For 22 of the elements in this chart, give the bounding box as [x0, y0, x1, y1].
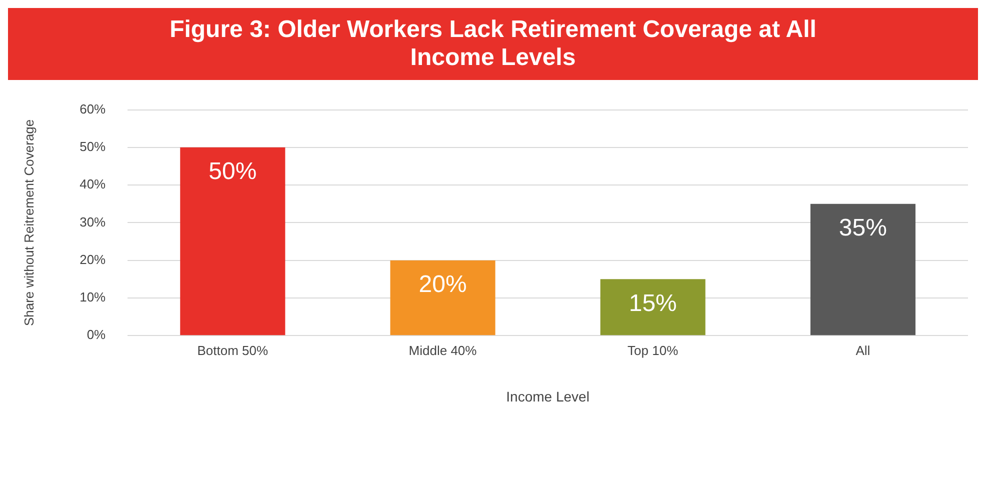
y-axis-title: Share without Reitrement Coverage: [21, 119, 36, 326]
data-label: 20%: [418, 270, 467, 298]
bar: [180, 147, 286, 336]
bar: [390, 260, 496, 336]
bar: [810, 204, 916, 336]
x-tick-label: All: [856, 342, 870, 358]
y-tick-label: 0%: [86, 327, 106, 342]
data-label: 50%: [208, 158, 257, 186]
y-tick-label: 60%: [80, 101, 106, 116]
y-tick-label: 40%: [80, 176, 106, 192]
y-tick-label: 30%: [80, 214, 106, 230]
x-tick-label: Middle 40%: [408, 342, 478, 358]
y-tick-label: 20%: [80, 252, 106, 267]
y-tick-label: 10%: [80, 290, 106, 305]
x-tick-label: Top 10%: [628, 342, 679, 358]
bar: [600, 279, 706, 336]
data-label: 15%: [628, 290, 677, 317]
x-tick-label: Bottom 50%: [197, 342, 269, 358]
x-axis-title: Income Level: [506, 388, 590, 404]
y-tick-label: 50%: [80, 139, 106, 154]
chart-title: Figure 3: Older Workers Lack Retirement Coverage at All Income Levels: [168, 16, 818, 72]
data-label: 35%: [838, 214, 887, 242]
